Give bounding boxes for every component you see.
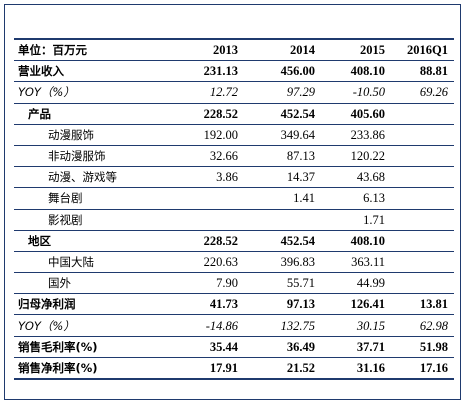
row-label: 销售净利率(%)	[14, 357, 164, 380]
cell: 88.81	[391, 60, 454, 83]
row-label: 销售毛利率(%)	[14, 336, 164, 358]
row-label: 非动漫服饰	[14, 145, 164, 168]
cell: 37.71	[321, 336, 391, 358]
row-label: YOY（%）	[14, 314, 164, 337]
row-label: 产品	[14, 103, 164, 125]
unit-label: 单位：百万元	[14, 38, 164, 62]
cell: 405.60	[321, 103, 391, 125]
table-row: 国外 7.90 55.71 44.99	[14, 272, 454, 295]
table-row: 动漫、游戏等 3.86 14.37 43.68	[14, 166, 454, 189]
cell: 1.41	[244, 187, 321, 210]
table-frame	[4, 4, 461, 400]
cell: 69.26	[391, 81, 454, 104]
cell	[391, 103, 454, 125]
cell: 21.52	[244, 357, 321, 380]
cell: 3.86	[164, 166, 244, 189]
cell: 220.63	[164, 251, 244, 274]
table-row: 产品 228.52 452.54 405.60	[14, 103, 454, 125]
cell: 126.41	[321, 293, 391, 316]
cell: 396.83	[244, 251, 321, 274]
row-label: 营业收入	[14, 60, 164, 83]
cell	[391, 251, 454, 274]
cell: 1.71	[321, 209, 391, 231]
row-label: YOY（%）	[14, 81, 164, 104]
row-label: 国外	[14, 272, 164, 295]
row-label: 地区	[14, 230, 164, 252]
cell	[391, 272, 454, 295]
cell: 62.98	[391, 314, 454, 337]
table-row: 销售毛利率(%) 35.44 36.49 37.71 51.98	[14, 336, 454, 358]
cell	[391, 187, 454, 210]
cell: 51.98	[391, 336, 454, 358]
row-label: 动漫、游戏等	[14, 166, 164, 189]
table-row: 销售净利率(%) 17.91 21.52 31.16 17.16	[14, 357, 454, 380]
cell: 97.29	[244, 81, 321, 104]
cell: 14.37	[244, 166, 321, 189]
financial-table: 单位：百万元 2013 2014 2015 2016Q1 营业收入 231.13…	[14, 38, 454, 380]
cell	[391, 230, 454, 252]
cell	[164, 209, 244, 231]
table-row: 动漫服饰 192.00 349.64 233.86	[14, 124, 454, 146]
row-label: 归母净利润	[14, 293, 164, 316]
cell: 231.13	[164, 60, 244, 83]
cell: 43.68	[321, 166, 391, 189]
cell: 7.90	[164, 272, 244, 295]
cell: 87.13	[244, 145, 321, 168]
cell: 30.15	[321, 314, 391, 337]
cell: -10.50	[321, 81, 391, 104]
cell: 132.75	[244, 314, 321, 337]
cell	[391, 145, 454, 168]
cell: 17.91	[164, 357, 244, 380]
cell: 228.52	[164, 230, 244, 252]
cell: 35.44	[164, 336, 244, 358]
table-row: 影视剧 1.71	[14, 209, 454, 231]
table-row: 归母净利润 41.73 97.13 126.41 13.81	[14, 293, 454, 316]
cell	[391, 124, 454, 146]
row-label: 中国大陆	[14, 251, 164, 274]
cell: 31.16	[321, 357, 391, 380]
cell: 456.00	[244, 60, 321, 83]
table-row: 舞台剧 1.41 6.13	[14, 187, 454, 210]
cell: 97.13	[244, 293, 321, 316]
row-label: 动漫服饰	[14, 124, 164, 146]
cell	[391, 209, 454, 231]
row-label: 舞台剧	[14, 187, 164, 210]
cell: 44.99	[321, 272, 391, 295]
table-row: 中国大陆 220.63 396.83 363.11	[14, 251, 454, 274]
cell	[164, 187, 244, 210]
row-label: 影视剧	[14, 209, 164, 231]
table-row: 地区 228.52 452.54 408.10	[14, 230, 454, 252]
cell: 349.64	[244, 124, 321, 146]
cell: 6.13	[321, 187, 391, 210]
cell: 452.54	[244, 230, 321, 252]
cell	[244, 209, 321, 231]
table-row: YOY（%） -14.86 132.75 30.15 62.98	[14, 314, 454, 337]
cell: 32.66	[164, 145, 244, 168]
table-row: 非动漫服饰 32.66 87.13 120.22	[14, 145, 454, 168]
cell: 120.22	[321, 145, 391, 168]
col-2013: 2013	[164, 38, 244, 62]
col-2016q1: 2016Q1	[391, 38, 454, 62]
table-row: 营业收入 231.13 456.00 408.10 88.81	[14, 60, 454, 83]
cell	[391, 166, 454, 189]
cell: 192.00	[164, 124, 244, 146]
cell: 228.52	[164, 103, 244, 125]
cell: 13.81	[391, 293, 454, 316]
cell: 36.49	[244, 336, 321, 358]
header-row: 单位：百万元 2013 2014 2015 2016Q1	[14, 38, 454, 62]
cell: 363.11	[321, 251, 391, 274]
cell: 17.16	[391, 357, 454, 380]
table-row: YOY（%） 12.72 97.29 -10.50 69.26	[14, 81, 454, 104]
cell: 41.73	[164, 293, 244, 316]
cell: 408.10	[321, 230, 391, 252]
cell: -14.86	[164, 314, 244, 337]
cell: 408.10	[321, 60, 391, 83]
cell: 55.71	[244, 272, 321, 295]
cell: 452.54	[244, 103, 321, 125]
cell: 12.72	[164, 81, 244, 104]
col-2015: 2015	[321, 38, 391, 62]
cell: 233.86	[321, 124, 391, 146]
col-2014: 2014	[244, 38, 321, 62]
